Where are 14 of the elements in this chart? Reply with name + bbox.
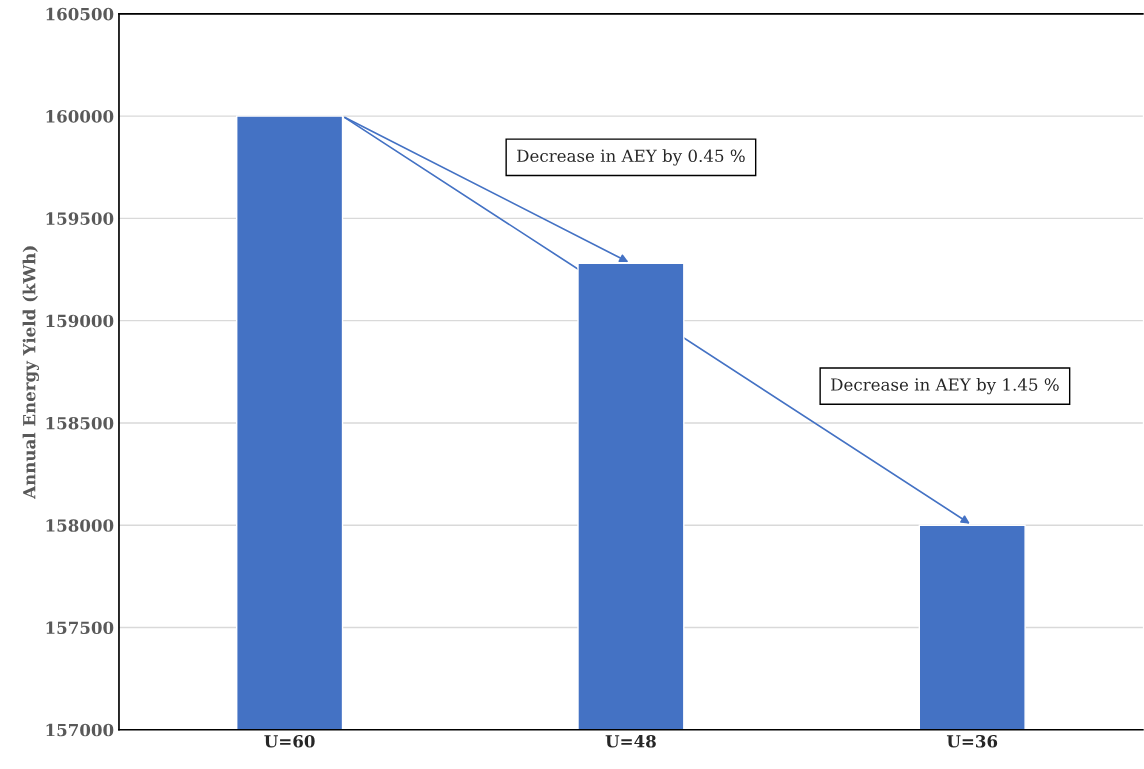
y-tick-label: 160000 xyxy=(46,110,114,123)
y-tick-label: 160500 xyxy=(46,7,114,21)
y-tick-label: 159500 xyxy=(46,212,114,225)
y-tick-label: 158500 xyxy=(46,416,114,430)
y-tick-label: 158000 xyxy=(46,519,114,532)
x-tick-label: U=60 xyxy=(264,734,315,748)
annotation: Decrease in AEY by 0.45 % xyxy=(517,149,745,166)
y-axis-title: Annual Energy Yield (kWh) xyxy=(22,246,39,499)
y-tick-label: 157000 xyxy=(46,723,114,737)
y-tick-label: 159000 xyxy=(46,314,114,328)
annotation: Decrease in AEY by 1.45 % xyxy=(831,377,1059,395)
y-tick-label: 157500 xyxy=(46,621,114,635)
x-tick-label: U=36 xyxy=(946,734,998,748)
x-tick-label: U=48 xyxy=(605,734,656,748)
